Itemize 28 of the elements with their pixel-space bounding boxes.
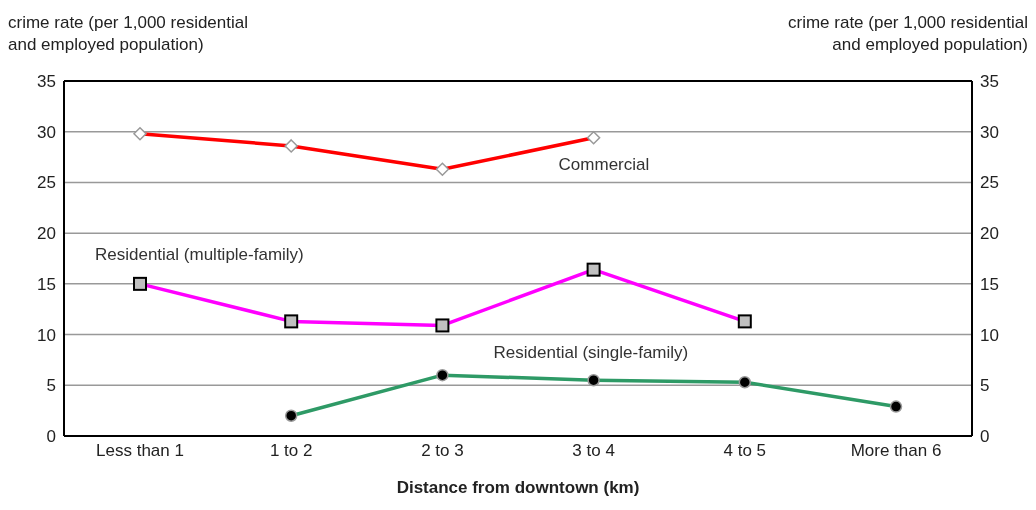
- y-tick-label: 5: [46, 376, 56, 396]
- y-tick-label: 20: [37, 224, 56, 244]
- y-tick-label: 0: [46, 427, 56, 447]
- x-tick-label: 1 to 2: [269, 441, 313, 461]
- x-tick-label: 3 to 4: [572, 441, 615, 461]
- x-tick-label: More than 6: [850, 441, 942, 461]
- y-tick-label: 25: [37, 173, 56, 193]
- y2-tick-label: 0: [980, 427, 990, 447]
- y2-tick-label: 15: [980, 274, 999, 294]
- text: Residential (multiple-family): [95, 244, 304, 264]
- y-tick-label: 15: [37, 274, 56, 294]
- y2-tick-label: 10: [980, 325, 999, 345]
- x-tick-label: 4 to 5: [723, 441, 767, 461]
- y2-axis-title: crime rate (per 1,000 residential and employed population): [787, 12, 1028, 56]
- x-tick-label: Less than 1: [96, 441, 184, 461]
- y-tick-label: 35: [37, 72, 56, 92]
- y2-tick-label: 5: [980, 376, 990, 396]
- y2-tick-label: 35: [980, 72, 999, 92]
- y-tick-label: 10: [37, 325, 56, 345]
- y2-tick-label: 20: [980, 224, 999, 244]
- x-tick-label: 2 to 3: [421, 441, 464, 461]
- x-axis-title: Distance from downtown (km): [395, 478, 641, 498]
- series-label: Residential (single-family): [493, 343, 689, 363]
- y-axis-title: crime rate (per 1,000 residential and employed population): [8, 12, 249, 56]
- y2-tick-label: 30: [980, 122, 999, 142]
- y2-tick-label: 25: [980, 173, 999, 193]
- series-label: Commercial: [558, 154, 650, 174]
- y-tick-label: 30: [37, 122, 56, 142]
